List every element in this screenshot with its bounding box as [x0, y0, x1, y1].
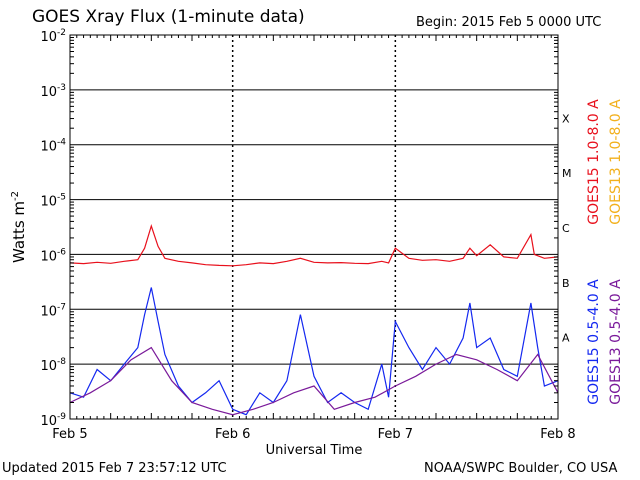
series-line-0: [69, 224, 559, 267]
y-tick-label: 10-2: [40, 28, 66, 45]
series-layer: [69, 224, 559, 416]
y-tick-base: 10: [40, 304, 57, 319]
y-axis-label-exponent: -2: [10, 191, 21, 201]
y-tick-base: 10: [40, 249, 57, 264]
y-tick-base: 10: [40, 140, 57, 155]
plot-area: [70, 35, 558, 419]
series-line-2: [69, 287, 559, 416]
y-tick-base: 10: [40, 414, 57, 429]
y-tick-exponent: -4: [57, 138, 66, 148]
legend-entry: GOES13 1.0-8.0 A: [608, 99, 624, 225]
y-tick-label: 10-5: [40, 193, 66, 210]
y-tick-exponent: -6: [57, 247, 66, 257]
y-tick-base: 10: [40, 85, 57, 100]
x-tick-label: Feb 7: [378, 427, 413, 442]
y-tick-exponent: -2: [57, 28, 66, 38]
flare-class-labels: X M C B A: [562, 112, 572, 344]
x-axis-label: Universal Time: [266, 443, 363, 458]
chart-title: GOES Xray Flux (1-minute data): [32, 7, 305, 27]
flare-class-label: X: [562, 112, 570, 125]
x-axis-ticks: Feb 5 Feb 6 Feb 7 Feb 8: [52, 35, 576, 442]
updated-timestamp: Updated 2015 Feb 7 23:57:12 UTC: [2, 461, 227, 476]
flare-class-label: C: [562, 222, 570, 235]
legend-entry: GOES13 0.5-4.0 A: [608, 279, 624, 405]
y-tick-exponent: -7: [57, 302, 66, 312]
y-tick-label: 10-3: [40, 83, 66, 100]
y-axis-label: Watts m-2: [10, 191, 28, 263]
y-tick-base: 10: [40, 30, 57, 45]
begin-time-label: Begin: 2015 Feb 5 0000 UTC: [416, 15, 602, 30]
legend: GOES15 1.0-8.0 A GOES13 1.0-8.0 A GOES15 0…: [586, 99, 624, 405]
y-tick-exponent: -5: [57, 193, 66, 203]
series-line-3: [69, 346, 559, 416]
x-tick-label: Feb 6: [215, 427, 250, 442]
legend-entry: GOES15 1.0-8.0 A: [586, 99, 602, 225]
x-tick-label: Feb 5: [52, 427, 87, 442]
y-tick-exponent: -3: [57, 83, 66, 93]
y-tick-exponent: -9: [57, 412, 66, 422]
source-credit: NOAA/SWPC Boulder, CO USA: [424, 461, 618, 476]
y-tick-label: 10-6: [40, 247, 66, 264]
y-tick-base: 10: [40, 359, 57, 374]
flare-class-label: B: [562, 277, 570, 290]
legend-entry: GOES15 0.5-4.0 A: [586, 279, 602, 405]
y-tick-label: 10-9: [40, 412, 66, 429]
y-tick-label: 10-7: [40, 302, 66, 319]
x-tick-label: Feb 8: [540, 427, 575, 442]
y-tick-label: 10-4: [40, 138, 66, 155]
y-tick-label: 10-8: [40, 357, 66, 374]
y-tick-exponent: -8: [57, 357, 66, 367]
flare-class-label: A: [562, 332, 570, 345]
flare-class-label: M: [562, 167, 572, 180]
grid-lines: [70, 35, 558, 419]
y-axis-label-base: Watts m: [10, 201, 28, 263]
y-tick-base: 10: [40, 195, 57, 210]
y-axis-ticks: 10-210-310-410-510-610-710-810-9: [40, 28, 558, 429]
